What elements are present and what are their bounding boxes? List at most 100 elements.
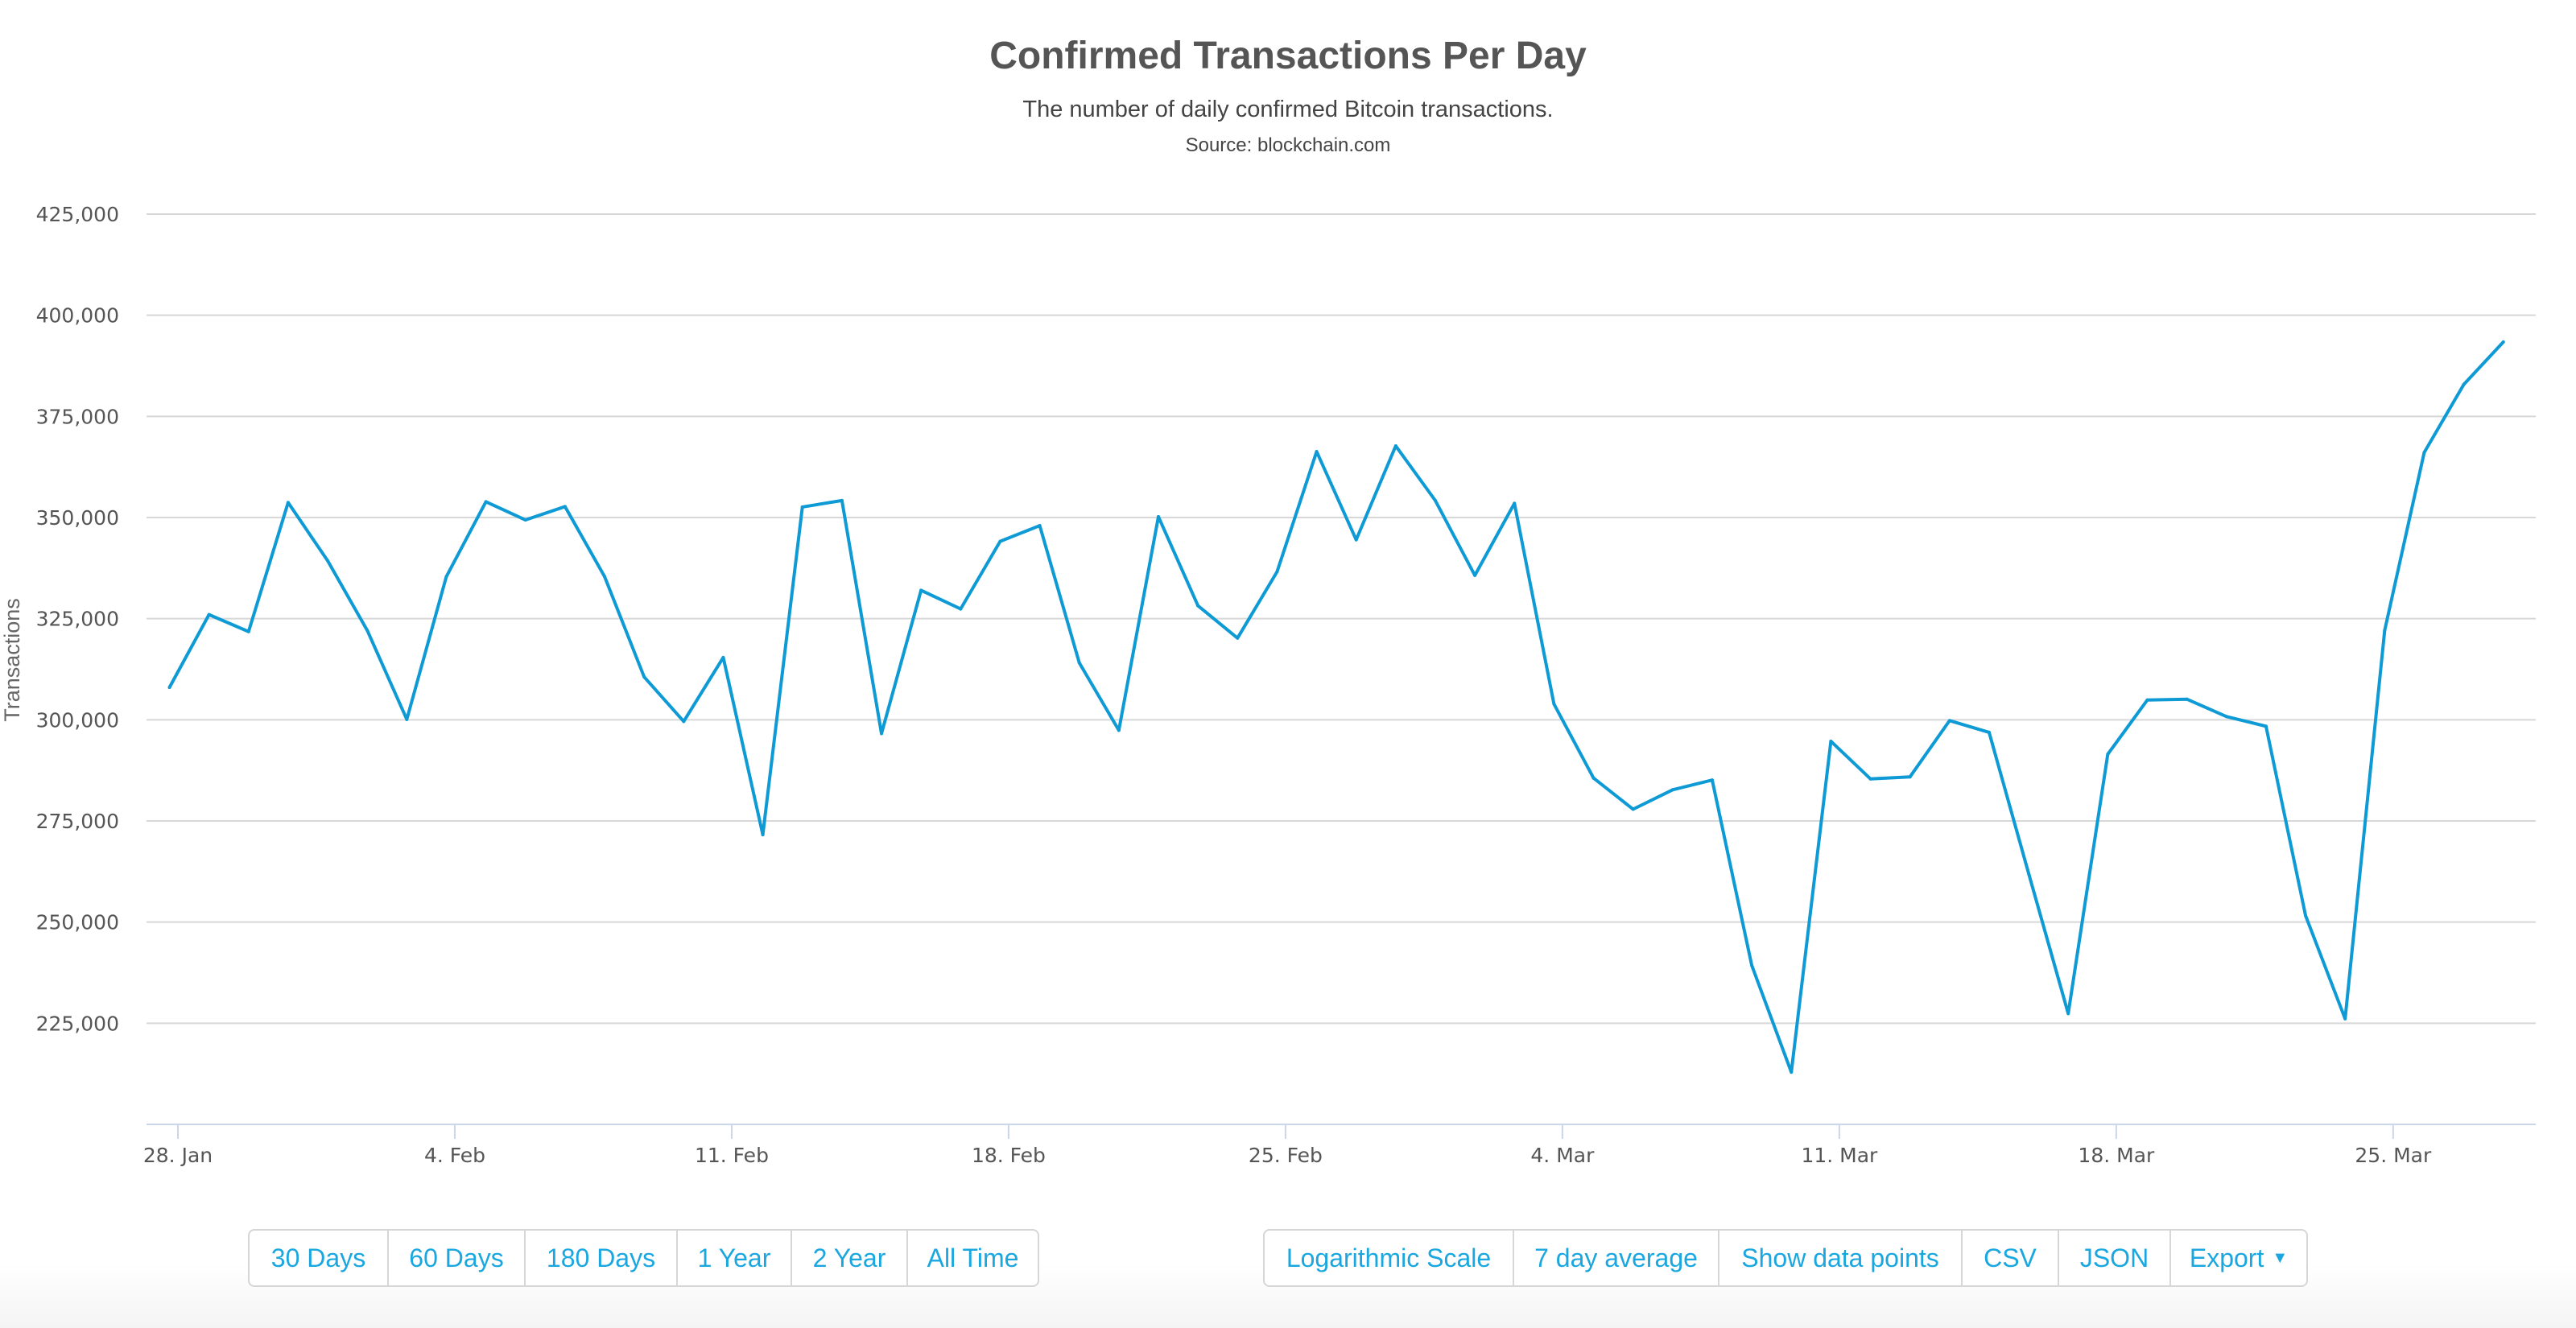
data-point [167, 686, 171, 690]
data-point [2264, 724, 2268, 728]
data-point [286, 501, 290, 505]
data-point [800, 505, 804, 509]
data-point [721, 655, 725, 659]
data-point [1157, 514, 1160, 518]
data-point [2027, 872, 2031, 876]
data-point [1117, 728, 1121, 732]
y-tick-label: 400,000 [36, 304, 119, 328]
data-point [523, 518, 527, 522]
x-tick-label: 25. Mar [2355, 1144, 2432, 1167]
range-30-days-button[interactable]: 30 Days [270, 1243, 366, 1272]
options-button-group: Logarithmic Scale 7 day average Show dat… [1263, 1229, 2308, 1287]
range-180-days-button[interactable]: 180 Days [524, 1231, 676, 1285]
data-point [2066, 1012, 2070, 1016]
y-axis-title: Transactions [0, 598, 24, 722]
export-button[interactable]: Export ▼ [2169, 1231, 2306, 1285]
data-point [1591, 776, 1596, 780]
data-point [840, 498, 844, 502]
data-point [1947, 719, 1951, 723]
range-1-year-button[interactable]: 1 Year [676, 1231, 791, 1285]
data-point [1473, 573, 1477, 577]
data-point [1038, 524, 1042, 528]
gridlines [147, 213, 2536, 1025]
data-point [1433, 498, 1437, 502]
x-tick-label: 28. Jan [143, 1144, 213, 1167]
chart-source: Source: blockchain.com [1185, 134, 1391, 156]
data-point [959, 607, 963, 611]
y-tick-label: 250,000 [36, 911, 119, 934]
data-point [2106, 753, 2110, 757]
y-tick-label: 225,000 [36, 1012, 119, 1035]
data-point [2422, 451, 2426, 455]
range-all-time-button[interactable]: All Time [906, 1231, 1038, 1285]
data-point [365, 629, 369, 633]
data-point [880, 732, 884, 736]
y-tick-label: 425,000 [36, 203, 119, 226]
data-point [1077, 661, 1081, 665]
y-tick-label: 275,000 [36, 810, 119, 833]
data-point [246, 629, 250, 633]
data-point [1868, 777, 1872, 781]
data-point [1315, 450, 1319, 454]
y-tick-label: 350,000 [36, 506, 119, 530]
data-point [405, 717, 409, 721]
data-point [2501, 340, 2505, 344]
data-point [444, 575, 448, 579]
range-button-group: 30 Days 60 Days 180 Days 1 Year 2 Year A… [248, 1229, 1039, 1287]
chart-title: Confirmed Transactions Per Day [989, 35, 1587, 77]
show-data-points-button[interactable]: Show data points [1718, 1231, 1961, 1285]
logarithmic-scale-button[interactable]: Logarithmic Scale [1286, 1243, 1492, 1272]
export-label: Export [2189, 1243, 2264, 1272]
chart-subtitle: The number of daily confirmed Bitcoin tr… [1022, 97, 1554, 122]
data-point [484, 500, 488, 504]
data-point [1196, 604, 1200, 608]
data-point [207, 612, 211, 617]
x-axis: 28. Jan 4. Feb 11. Feb 18. Feb 25. Feb 4. Mar… [143, 1124, 2536, 1167]
data-point [2145, 698, 2149, 702]
data-point [1987, 730, 1991, 734]
data-point [1829, 739, 1833, 743]
data-point [761, 833, 765, 837]
x-tick-label: 11. Feb [695, 1144, 769, 1167]
csv-button[interactable]: CSV [1961, 1231, 2058, 1285]
data-point [2185, 697, 2189, 701]
x-tick-label: 11. Mar [1801, 1144, 1878, 1167]
x-tick-label: 4. Mar [1530, 1144, 1595, 1167]
json-button[interactable]: JSON [2058, 1231, 2169, 1285]
range-2-year-button[interactable]: 2 Year [791, 1231, 906, 1285]
series-transactions [167, 340, 2505, 1074]
caret-down-icon: ▼ [2272, 1248, 2289, 1267]
data-point [1513, 501, 1517, 505]
data-point [1908, 775, 1912, 779]
x-tick-label: 4. Feb [424, 1144, 485, 1167]
data-point [2224, 715, 2228, 719]
data-point [2383, 629, 2387, 633]
data-point [1236, 636, 1240, 640]
data-point [2304, 914, 2308, 918]
y-tick-label: 375,000 [36, 405, 119, 428]
data-point [2343, 1017, 2347, 1021]
data-point [1790, 1070, 1794, 1074]
data-point [1552, 702, 1556, 706]
data-point [1275, 570, 1279, 574]
data-point [642, 675, 646, 679]
data-point [1710, 778, 1714, 782]
y-tick-label: 325,000 [36, 608, 119, 631]
y-tick-label: 300,000 [36, 708, 119, 732]
data-point [998, 539, 1002, 543]
seven-day-average-button[interactable]: 7 day average [1513, 1231, 1718, 1285]
series-line [167, 340, 2505, 1074]
data-point [563, 505, 567, 509]
data-point [1354, 538, 1358, 542]
range-60-days-button[interactable]: 60 Days [387, 1231, 524, 1285]
data-point [1393, 444, 1397, 448]
x-tick-label: 25. Feb [1249, 1144, 1323, 1167]
data-point [2462, 382, 2466, 386]
data-point [682, 720, 686, 724]
x-tick-label: 18. Feb [972, 1144, 1046, 1167]
data-point [919, 588, 923, 592]
y-axis: 225,000 250,000 275,000 300,000 325,000 350,0… [36, 203, 119, 1035]
data-point [1670, 788, 1674, 792]
x-tick-label: 18. Mar [2078, 1144, 2155, 1167]
